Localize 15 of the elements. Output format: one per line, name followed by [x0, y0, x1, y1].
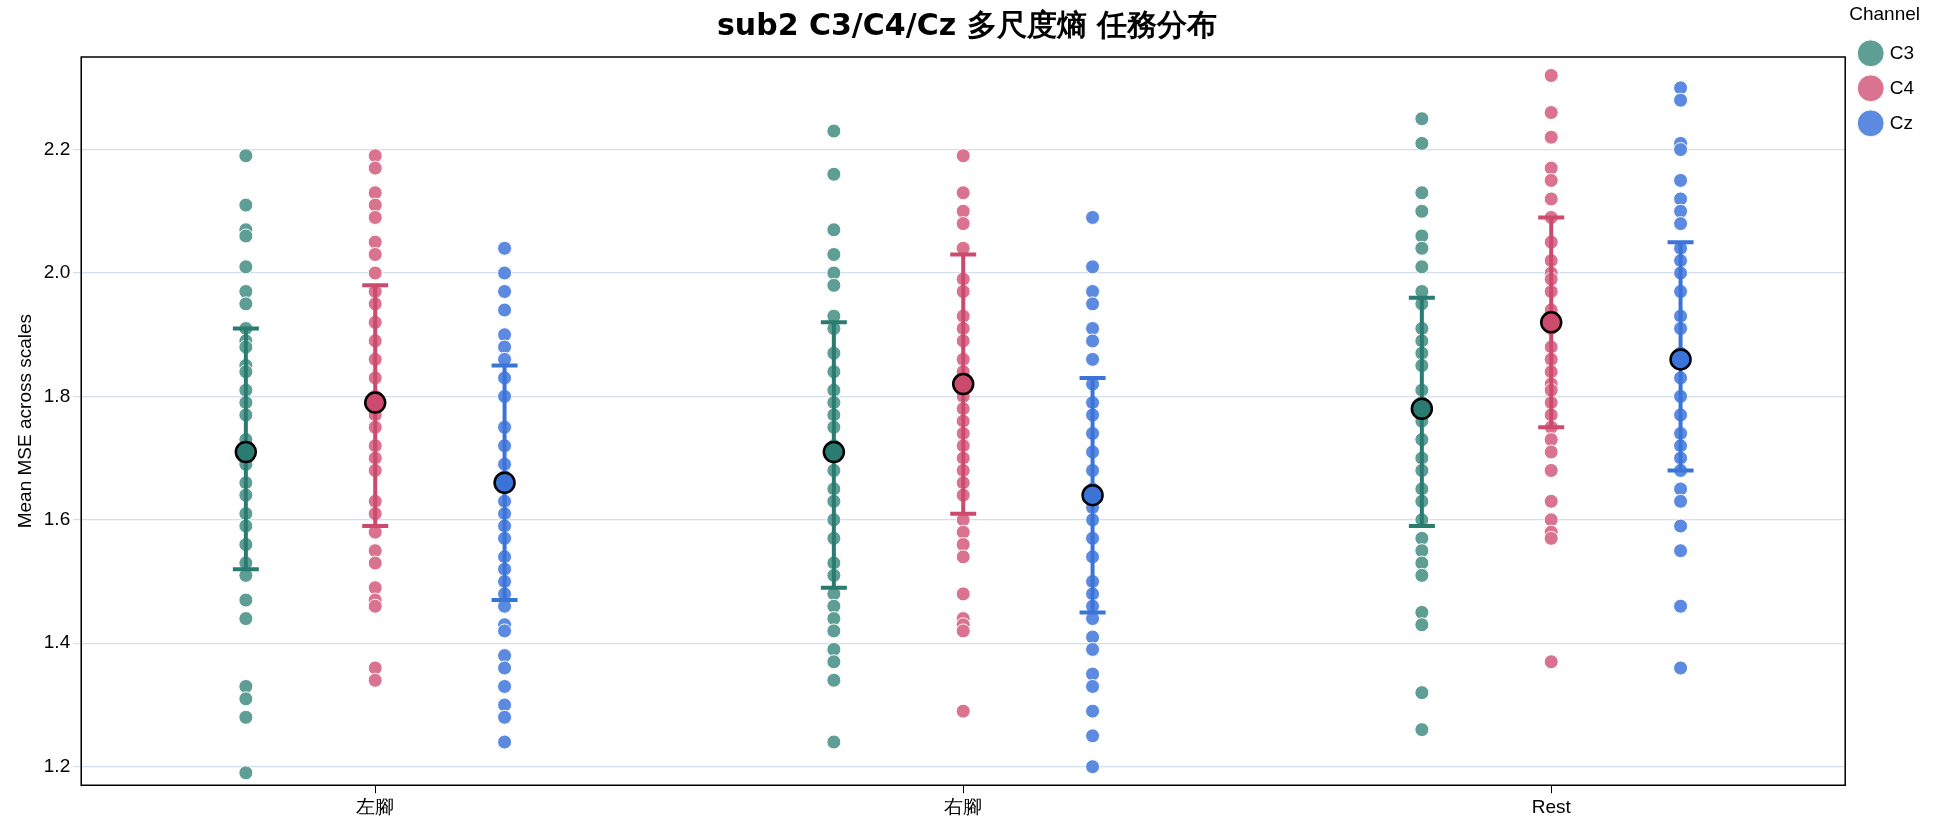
- y-tick-label: 1.2: [43, 754, 71, 776]
- legend-title: Channel: [1849, 2, 1920, 24]
- legend-label: C3: [1889, 41, 1915, 63]
- chart-title: sub2 C3/C4/Cz 多尺度熵 任務分布: [716, 6, 1218, 42]
- y-tick-label: 1.4: [43, 631, 71, 653]
- x-tick-label: Rest: [1531, 795, 1572, 817]
- y-tick-label: 1.6: [43, 508, 71, 530]
- y-tick-label: 2.0: [43, 261, 71, 283]
- y-axis-title: Mean MSE across scales: [13, 313, 35, 529]
- y-tick-label: 2.2: [43, 137, 71, 159]
- x-tick-label: 右腳: [944, 795, 983, 817]
- x-tick-label: 左腳: [356, 795, 395, 817]
- y-tick-label: 1.8: [43, 384, 71, 406]
- legend-label: C4: [1889, 76, 1915, 98]
- legend-label: Cz: [1889, 111, 1913, 133]
